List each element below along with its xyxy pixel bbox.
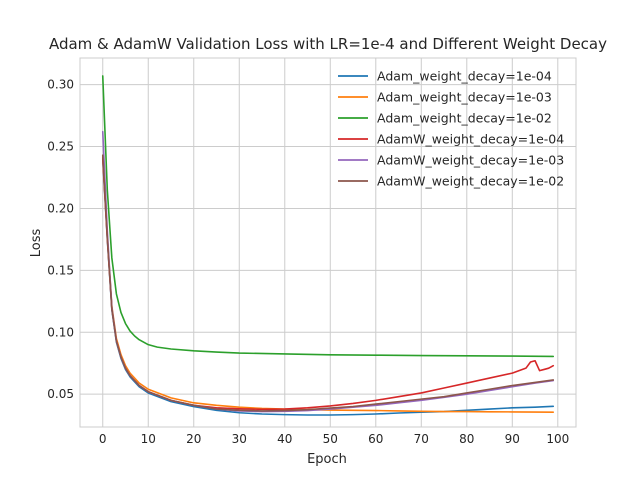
legend: Adam_weight_decay=1e-04 Adam_weight_decay… [338, 69, 564, 189]
plot-background [80, 58, 576, 427]
grid [80, 58, 576, 427]
x-tick-label: 100 [546, 432, 569, 446]
chart-title: Adam & AdamW Validation Loss with LR=1e-… [49, 35, 607, 53]
y-tick-label: 0.05 [47, 387, 74, 401]
legend-label-5: AdamW_weight_decay=1e-03 [377, 153, 564, 168]
y-axis-ticks: 0.05 0.10 0.15 0.20 0.25 0.30 [47, 78, 74, 402]
x-tick-label: 0 [99, 432, 107, 446]
x-tick-label: 90 [505, 432, 520, 446]
x-tick-label: 10 [141, 432, 156, 446]
y-tick-label: 0.10 [47, 325, 74, 339]
x-axis-ticks: 0 10 20 30 40 50 60 70 80 90 100 [99, 432, 569, 446]
x-tick-label: 70 [414, 432, 429, 446]
x-tick-label: 40 [277, 432, 292, 446]
y-axis-label: Loss [29, 229, 44, 258]
series-line-2 [101, 155, 555, 413]
y-tick-label: 0.20 [47, 201, 74, 215]
x-tick-label: 30 [232, 432, 247, 446]
series-line-6 [101, 154, 555, 412]
plot-frame [79, 57, 577, 428]
x-tick-label: 50 [323, 432, 338, 446]
x-axis-label: Epoch [307, 452, 347, 467]
legend-label-1: Adam_weight_decay=1e-04 [377, 69, 552, 84]
x-tick-label: 80 [459, 432, 474, 446]
y-tick-label: 0.25 [47, 140, 74, 154]
plot-area [79, 57, 577, 428]
y-tick-label: 0.15 [47, 263, 74, 277]
x-tick-label: 20 [186, 432, 201, 446]
x-tick-label: 60 [368, 432, 383, 446]
legend-label-4: AdamW_weight_decay=1e-04 [377, 132, 564, 147]
y-tick-label: 0.30 [47, 78, 74, 92]
legend-label-6: AdamW_weight_decay=1e-02 [377, 174, 564, 189]
series-line-3 [101, 75, 555, 358]
series-lines [101, 75, 555, 416]
legend-label-3: Adam_weight_decay=1e-02 [377, 111, 552, 126]
legend-label-2: Adam_weight_decay=1e-03 [377, 90, 552, 105]
